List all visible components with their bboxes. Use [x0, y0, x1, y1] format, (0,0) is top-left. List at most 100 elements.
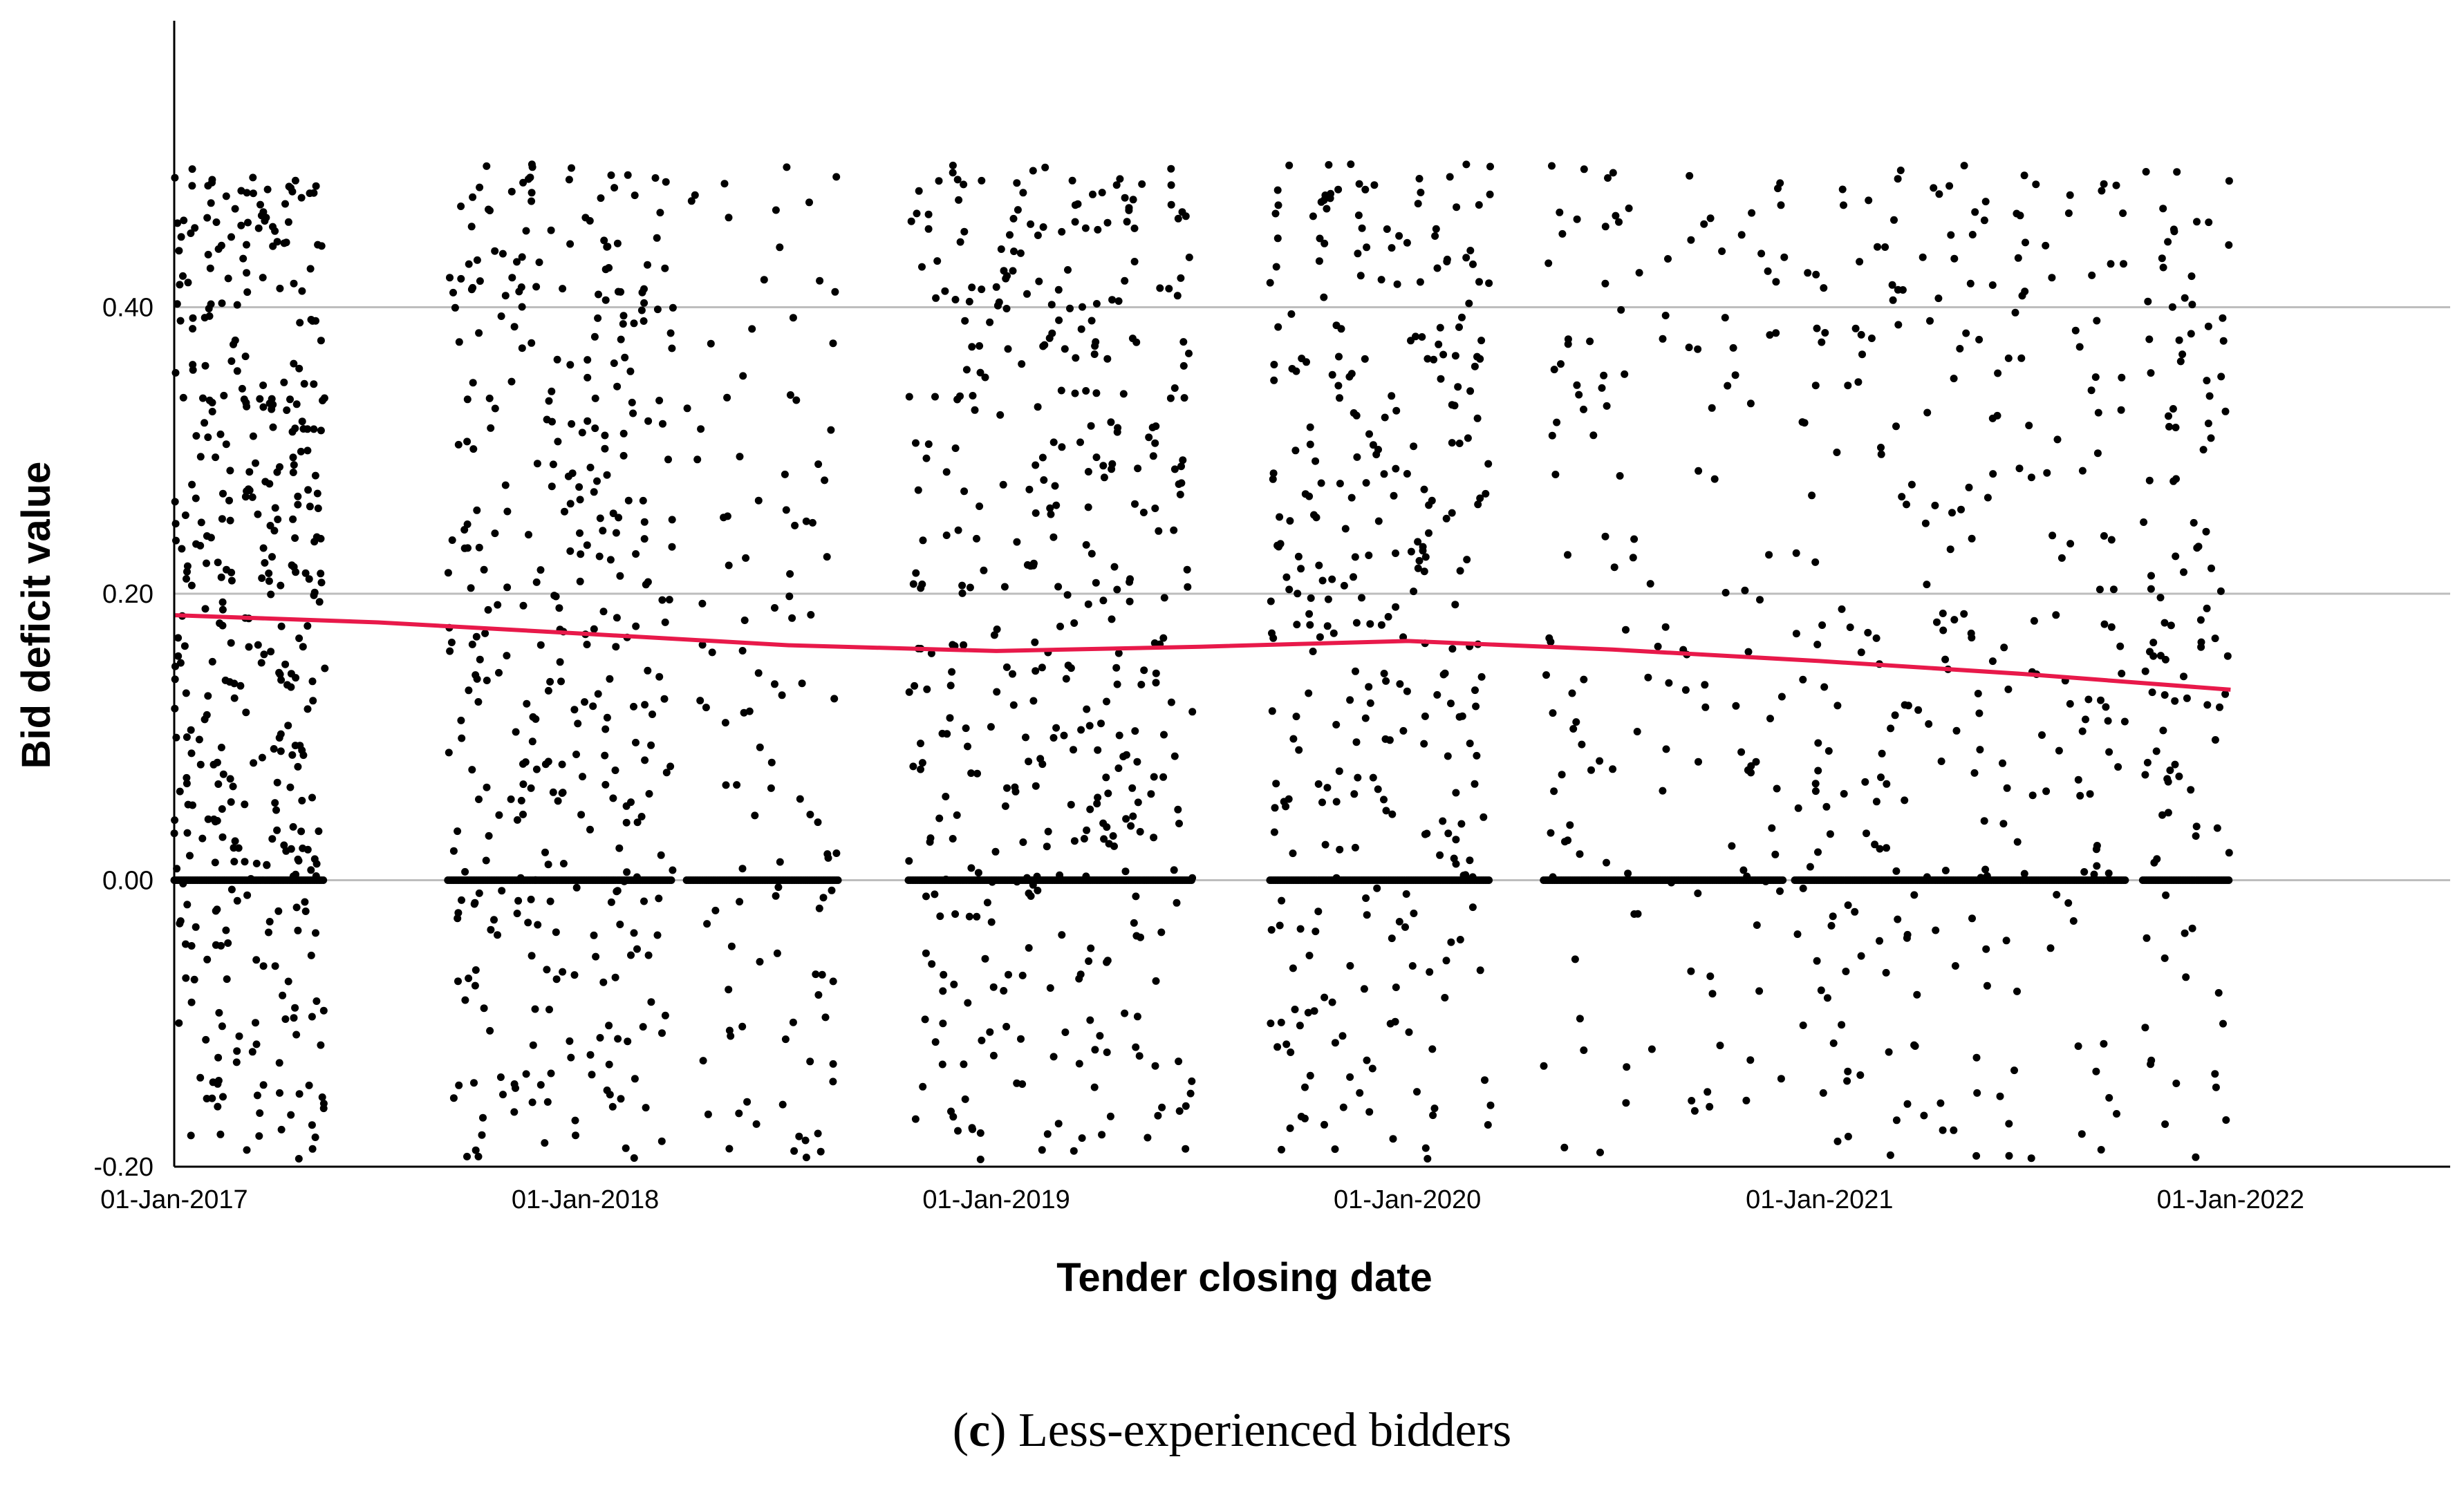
data-point: [2160, 691, 2169, 699]
data-point: [939, 987, 947, 995]
data-point: [176, 787, 184, 796]
data-point: [536, 566, 545, 574]
data-point: [2141, 667, 2149, 675]
data-point: [752, 1120, 760, 1128]
data-point: [953, 176, 962, 184]
data-point: [943, 730, 951, 738]
data-point: [1317, 479, 1325, 487]
data-point: [175, 247, 183, 255]
data-point: [1103, 823, 1111, 831]
data-point: [467, 584, 475, 592]
data-point: [1002, 305, 1011, 312]
data-point: [2086, 790, 2094, 798]
data-point: [1009, 701, 1018, 709]
data-point: [611, 973, 619, 981]
data-point: [778, 691, 786, 699]
data-point: [1369, 441, 1377, 449]
data-point: [1412, 332, 1419, 341]
data-point: [1553, 418, 1561, 426]
data-point: [1058, 443, 1066, 451]
data-point: [821, 1013, 830, 1022]
data-point: [576, 529, 584, 537]
data-point: [1113, 428, 1121, 436]
data-point: [657, 851, 665, 859]
data-point: [485, 205, 492, 214]
data-point: [519, 810, 527, 818]
data-point: [174, 219, 182, 227]
data-point: [317, 242, 326, 250]
data-point: [208, 657, 216, 666]
data-point: [1092, 389, 1101, 397]
data-point: [591, 394, 599, 402]
data-point: [1818, 621, 1827, 629]
data-point: [1622, 1099, 1630, 1107]
data-point: [613, 614, 621, 622]
data-point: [478, 1131, 486, 1139]
data-point: [220, 391, 228, 399]
data-point: [235, 1032, 243, 1040]
data-point: [1486, 190, 1494, 198]
data-point: [1813, 641, 1822, 648]
data-point: [1471, 362, 1479, 370]
data-point: [2205, 218, 2213, 227]
data-point: [1121, 276, 1129, 285]
data-point: [1075, 1060, 1083, 1068]
data-point: [1159, 773, 1168, 781]
data-point: [1306, 1071, 1314, 1080]
data-point: [1347, 160, 1355, 169]
data-point: [1484, 1121, 1492, 1129]
data-point: [301, 898, 309, 906]
data-point: [217, 744, 225, 751]
data-point: [1082, 540, 1090, 549]
data-point: [1318, 798, 1326, 807]
data-point: [2003, 784, 2011, 792]
data-point: [225, 496, 233, 505]
data-point: [463, 520, 472, 528]
data-point: [292, 400, 301, 408]
data-point: [214, 245, 223, 253]
data-point: [283, 681, 291, 689]
data-point: [1063, 591, 1072, 599]
data-point: [1314, 780, 1323, 788]
data-point: [1941, 867, 1950, 874]
data-point: [640, 518, 648, 526]
data-point: [273, 778, 281, 787]
data-point: [309, 697, 317, 705]
data-point: [1972, 1151, 1981, 1160]
data-point: [1134, 464, 1142, 473]
data-point: [776, 243, 784, 252]
data-point: [254, 641, 262, 649]
data-point: [1175, 1057, 1183, 1066]
data-point: [2171, 760, 2179, 769]
data-point: [1662, 745, 1670, 753]
data-point: [1408, 962, 1417, 970]
data-point: [219, 770, 227, 778]
data-point: [2100, 620, 2109, 628]
data-point: [1147, 790, 1155, 798]
data-point: [640, 299, 648, 307]
data-point: [1355, 180, 1363, 188]
data-point: [1082, 387, 1090, 395]
data-point: [1804, 269, 1812, 277]
data-point: [1034, 232, 1042, 239]
data-point: [2203, 604, 2211, 612]
data-point: [2214, 989, 2223, 997]
data-point: [2156, 594, 2165, 602]
data-point: [1877, 450, 1885, 458]
data-point: [1744, 648, 1753, 656]
data-point: [1103, 958, 1111, 966]
data-point: [565, 176, 573, 184]
data-point: [290, 461, 298, 469]
data-point: [1665, 679, 1673, 687]
data-point: [1980, 817, 1988, 825]
data-point: [258, 574, 266, 582]
data-point: [227, 639, 235, 647]
x-axis-title: Tender closing date: [1056, 1255, 1432, 1300]
data-point: [454, 440, 463, 449]
data-point: [1060, 731, 1068, 740]
data-point: [291, 534, 299, 542]
data-point: [2219, 337, 2228, 345]
data-point: [1894, 175, 1902, 183]
data-point: [2175, 336, 2183, 344]
data-point: [260, 650, 268, 659]
